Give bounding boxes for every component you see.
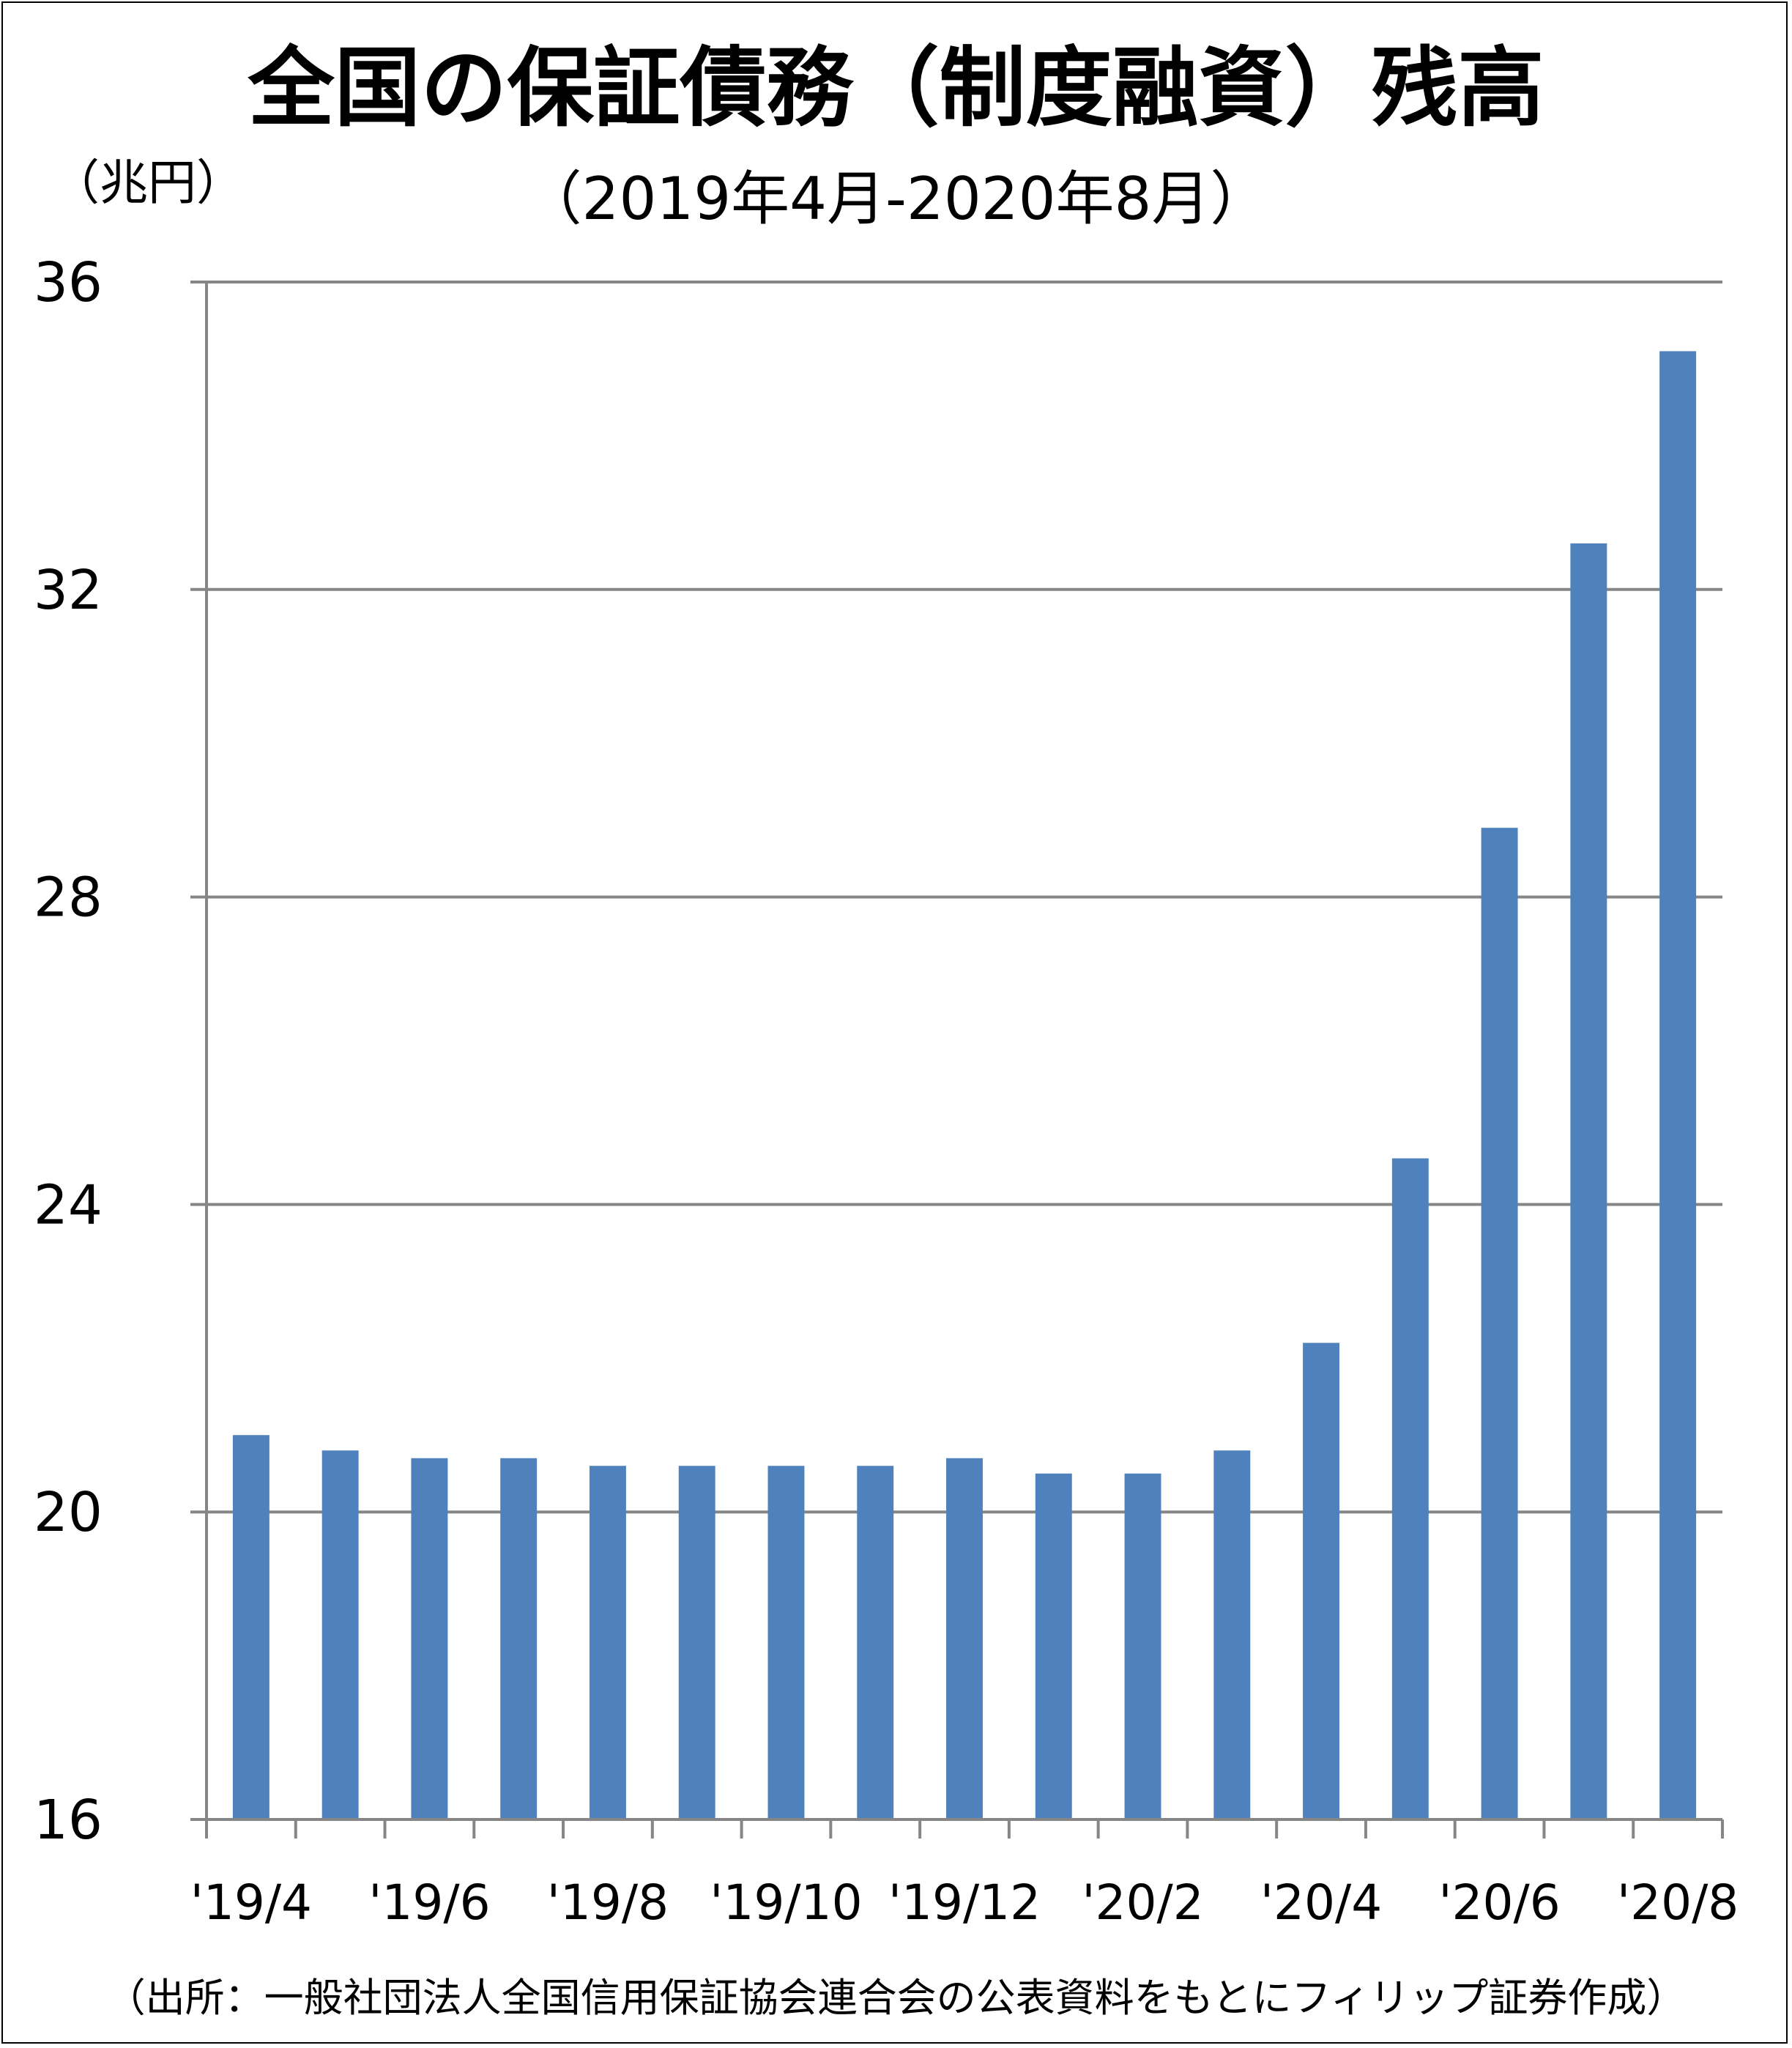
bar-'20/3: [1213, 1450, 1251, 1819]
y-tick-label-28: 28: [34, 867, 103, 930]
bar-'19/9: [678, 1466, 715, 1819]
bar-'20/2: [1124, 1473, 1161, 1819]
bar-'20/8: [1659, 351, 1697, 1820]
bar-'19/8: [589, 1466, 626, 1819]
x-tick-label-'19/10: '19/10: [710, 1874, 862, 1931]
bar-'20/6: [1481, 828, 1518, 1819]
y-tick-label-32: 32: [34, 559, 103, 622]
x-tick-label-'20/6: '20/6: [1438, 1874, 1560, 1931]
y-tick-label-20: 20: [34, 1481, 103, 1544]
chart-subtitle: （2019年4月-2020年8月）: [523, 165, 1269, 233]
bar-'19/7: [500, 1458, 538, 1819]
source-note: （出所：一般社団法人全国信用保証協会連合会の公表資料をもとにフィリップ証券作成）: [105, 1975, 1687, 2021]
x-tick-label-'20/4: '20/4: [1260, 1874, 1382, 1931]
grid-lines: [207, 281, 1722, 1514]
bar-'20/7: [1570, 543, 1607, 1819]
bar-'20/1: [1035, 1473, 1072, 1819]
axes: [190, 281, 1724, 1839]
x-tick-label-'20/2: '20/2: [1082, 1874, 1203, 1931]
y-tick-label-24: 24: [34, 1173, 103, 1236]
x-tick-label-'19/4: '19/4: [190, 1874, 312, 1931]
bar-'19/12: [946, 1458, 983, 1819]
x-tick-label-'20/8: '20/8: [1617, 1874, 1739, 1931]
x-tick-label-'19/12: '19/12: [888, 1874, 1041, 1931]
chart-title: 全国の保証債務（制度融資）残高: [248, 37, 1544, 138]
bar-'20/5: [1391, 1158, 1429, 1819]
bar-'19/5: [321, 1450, 359, 1819]
bar-'19/10: [767, 1466, 805, 1819]
bar-'20/4: [1303, 1343, 1340, 1819]
bars: [232, 351, 1697, 1820]
bar-'19/4: [232, 1435, 269, 1819]
x-tick-label-'19/8: '19/8: [547, 1874, 669, 1931]
y-axis-unit-label: （兆円）: [51, 155, 245, 211]
x-tick-label-'19/6: '19/6: [368, 1874, 490, 1931]
y-tick-label-36: 36: [34, 251, 103, 314]
y-tick-labels: 16 20 24 28 32 36: [34, 251, 103, 1852]
bar-'19/6: [411, 1458, 448, 1819]
bar-'19/11: [857, 1466, 894, 1819]
y-tick-label-16: 16: [34, 1789, 103, 1852]
x-tick-labels: '19/4 '19/6 '19/8 '19/10 '19/12 '20/2 '20/4 '20…: [190, 1874, 1739, 1931]
